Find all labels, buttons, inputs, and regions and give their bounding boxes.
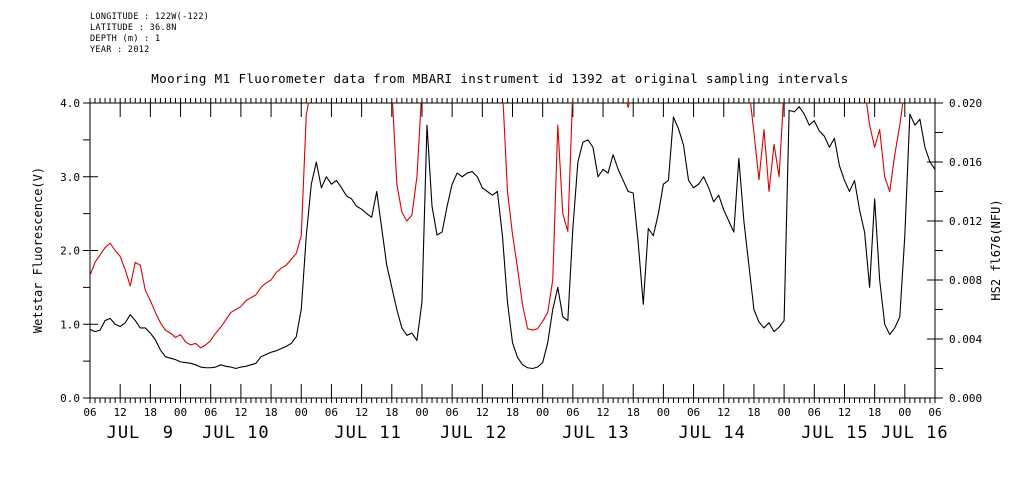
x-hour-tick-label: 12 bbox=[717, 406, 730, 419]
wetstar-series-line bbox=[90, 106, 935, 370]
x-hour-tick-label: 12 bbox=[838, 406, 851, 419]
x-hour-tick-label: 00 bbox=[415, 406, 428, 419]
x-hour-tick-label: 18 bbox=[747, 406, 760, 419]
x-hour-tick-label: 18 bbox=[868, 406, 881, 419]
x-hour-tick-label: 12 bbox=[596, 406, 609, 419]
left-axis-tick-label: 1.0 bbox=[60, 318, 80, 331]
x-hour-tick-label: 18 bbox=[627, 406, 640, 419]
x-hour-tick-label: 18 bbox=[264, 406, 277, 419]
x-hour-tick-label: 06 bbox=[566, 406, 579, 419]
x-day-label: JUL 13 bbox=[562, 423, 629, 443]
right-axis-tick-label: 0.008 bbox=[949, 274, 982, 287]
x-hour-tick-label: 06 bbox=[928, 406, 941, 419]
right-axis-tick-label: 0.012 bbox=[949, 215, 982, 228]
x-hour-tick-label: 06 bbox=[204, 406, 217, 419]
plot-area: 06 12 18 00 06 12 18 00 06 12 18 00 06 12 18 00 06 12 18 00… bbox=[60, 97, 982, 443]
x-hour-tick-label: 00 bbox=[777, 406, 790, 419]
x-hour-tick-label: 12 bbox=[476, 406, 489, 419]
metadata-year: YEAR : 2012 bbox=[90, 45, 150, 55]
right-axis-title: HS2 fl676(NFU) bbox=[989, 199, 1003, 300]
x-hour-tick-label: 12 bbox=[355, 406, 368, 419]
x-hour-tick-label: 00 bbox=[295, 406, 308, 419]
x-day-label: JUL 10 bbox=[202, 423, 269, 443]
x-hour-tick-label: 00 bbox=[536, 406, 549, 419]
left-axis-tick-label: 0.0 bbox=[60, 392, 80, 405]
x-hour-tick-label: 00 bbox=[898, 406, 911, 419]
x-day-label: JUL 14 bbox=[678, 423, 745, 443]
hs2-series-line bbox=[90, 103, 904, 349]
chart-title: Mooring M1 Fluorometer data from MBARI i… bbox=[151, 71, 848, 86]
left-axis-tick-label: 4.0 bbox=[60, 97, 80, 110]
x-hour-tick-label: 18 bbox=[506, 406, 519, 419]
x-day-label: JUL 11 bbox=[334, 423, 401, 443]
series-group bbox=[90, 103, 935, 370]
x-day-label: JUL 9 bbox=[107, 423, 174, 443]
x-hour-tick-label: 06 bbox=[687, 406, 700, 419]
x-hour-tick-label: 18 bbox=[144, 406, 157, 419]
x-hour-tick-label: 00 bbox=[657, 406, 670, 419]
x-hour-tick-label: 18 bbox=[385, 406, 398, 419]
right-axis-tick-label: 0.016 bbox=[949, 156, 982, 169]
plot-frame bbox=[89, 102, 936, 399]
x-hour-tick-label: 06 bbox=[325, 406, 338, 419]
x-hour-tick-label: 06 bbox=[446, 406, 459, 419]
x-day-label: JUL 12 bbox=[440, 423, 507, 443]
x-hour-tick-label: 12 bbox=[114, 406, 127, 419]
metadata-longitude: LONGITUDE : 122W(-122) bbox=[90, 12, 209, 22]
metadata-depth: DEPTH (m) : 1 bbox=[90, 34, 160, 44]
x-hour-tick-label: 06 bbox=[808, 406, 821, 419]
left-axis-tick-label: 3.0 bbox=[60, 171, 80, 184]
left-axis-tick-label: 2.0 bbox=[60, 245, 80, 258]
x-day-label: JUL 16 bbox=[881, 423, 948, 443]
metadata-latitude: LATITUDE : 36.8N bbox=[90, 23, 177, 33]
right-axis-tick-label: 0.000 bbox=[949, 392, 982, 405]
right-axis-tick-label: 0.020 bbox=[949, 97, 982, 110]
right-axis-tick-label: 0.004 bbox=[949, 333, 982, 346]
left-axis-title: Wetstar Fluorescence(V) bbox=[31, 167, 45, 333]
x-day-label: JUL 15 bbox=[801, 423, 868, 443]
x-hour-tick-label: 12 bbox=[234, 406, 247, 419]
x-hour-tick-label: 06 bbox=[83, 406, 96, 419]
metadata-block: LONGITUDE : 122W(-122) LATITUDE : 36.8N … bbox=[90, 12, 209, 55]
x-hour-tick-label: 00 bbox=[174, 406, 187, 419]
